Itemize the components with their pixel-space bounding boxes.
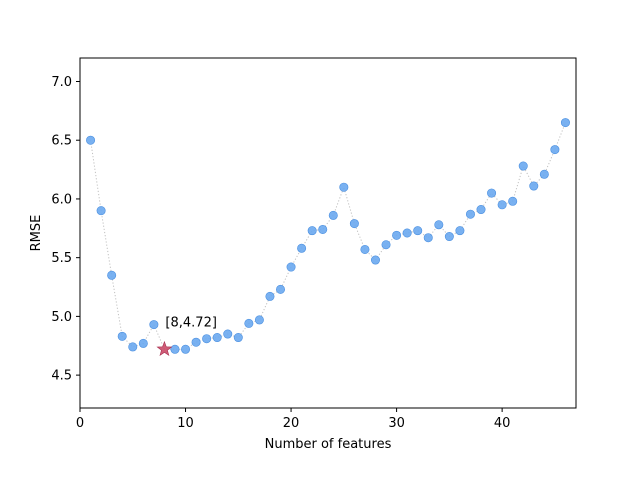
data-point xyxy=(265,291,275,301)
data-point xyxy=(560,118,570,128)
y-axis-ticks: 4.5 5.0 5.5 6.0 6.5 7.0 xyxy=(51,75,80,384)
data-point xyxy=(392,230,402,240)
data-points xyxy=(86,118,570,354)
y-tick-label: 6.5 xyxy=(51,134,72,149)
data-point xyxy=(370,255,380,265)
data-point xyxy=(170,344,180,354)
data-point xyxy=(434,220,444,230)
data-point xyxy=(444,232,454,242)
data-point xyxy=(191,337,201,347)
data-point xyxy=(539,169,549,179)
data-point xyxy=(212,333,222,343)
y-tick-label: 7.0 xyxy=(51,75,72,90)
x-tick-label: 10 xyxy=(177,416,194,431)
data-point xyxy=(413,226,423,236)
data-point xyxy=(233,333,243,343)
data-point xyxy=(487,188,497,198)
data-point xyxy=(402,228,412,238)
data-point xyxy=(518,161,528,171)
data-point xyxy=(254,315,264,325)
data-point xyxy=(318,224,328,234)
data-point xyxy=(297,243,307,253)
y-tick-label: 5.0 xyxy=(51,310,72,325)
data-point xyxy=(349,219,359,229)
data-point xyxy=(181,344,191,354)
data-point xyxy=(286,262,296,272)
series-connector-line xyxy=(90,122,566,350)
x-tick-label: 40 xyxy=(494,416,511,431)
data-point xyxy=(455,226,465,236)
data-point xyxy=(381,240,391,250)
data-point xyxy=(223,329,233,339)
x-axis-ticks: 0 10 20 30 40 xyxy=(76,408,511,431)
x-tick-label: 20 xyxy=(283,416,300,431)
data-point xyxy=(107,270,117,280)
data-point xyxy=(128,342,138,352)
plot-area-frame xyxy=(79,57,577,409)
data-point xyxy=(423,233,433,243)
data-point xyxy=(550,145,560,155)
data-point xyxy=(307,226,317,236)
data-point xyxy=(117,331,127,341)
data-point xyxy=(360,244,370,254)
x-tick-label: 30 xyxy=(388,416,405,431)
data-point xyxy=(244,318,254,328)
data-point xyxy=(276,284,286,294)
data-point xyxy=(465,209,475,219)
y-axis-label: RMSE xyxy=(29,215,44,252)
data-point xyxy=(328,210,338,220)
data-point xyxy=(138,338,148,348)
data-point xyxy=(339,182,349,192)
y-tick-label: 4.5 xyxy=(51,369,72,384)
x-tick-label: 0 xyxy=(76,416,84,431)
data-point xyxy=(497,200,507,210)
y-tick-label: 6.0 xyxy=(51,192,72,207)
data-point xyxy=(529,181,539,191)
data-point xyxy=(202,334,212,344)
series-line xyxy=(90,122,566,350)
data-point xyxy=(476,205,486,215)
minimum-highlight xyxy=(156,340,173,357)
data-point xyxy=(149,320,159,330)
data-point xyxy=(86,135,96,145)
x-axis-label: Number of features xyxy=(265,437,392,452)
data-point xyxy=(96,206,106,216)
y-tick-label: 5.5 xyxy=(51,251,72,266)
minimum-star-marker xyxy=(156,340,173,357)
data-point xyxy=(508,196,518,206)
minimum-annotation: [8,4.72] xyxy=(165,315,217,330)
